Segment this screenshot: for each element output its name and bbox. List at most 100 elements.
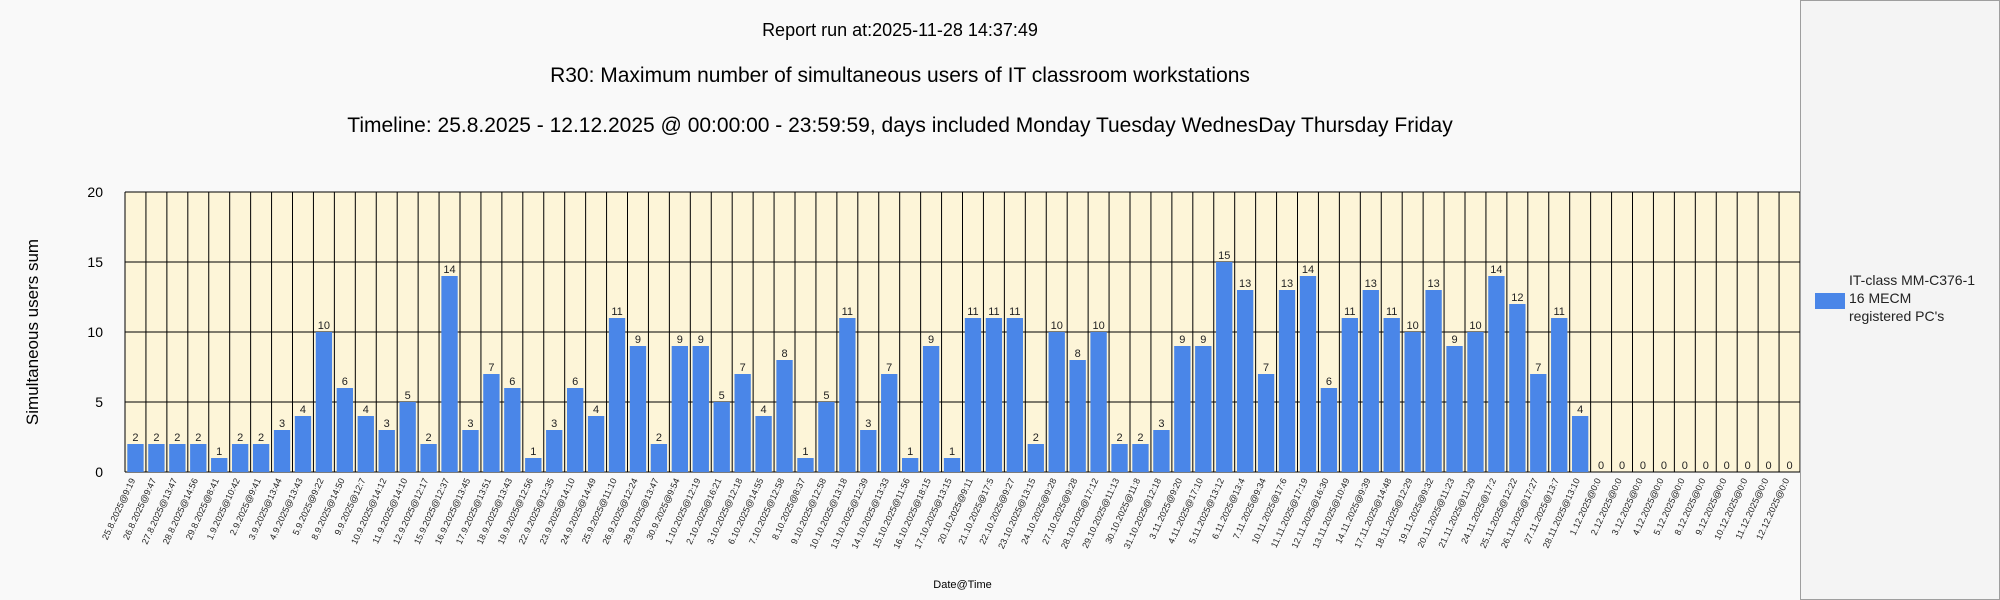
data-label: 9 [1451,334,1457,346]
data-label: 6 [509,376,515,388]
data-label: 3 [279,418,285,430]
y-axis-title: Simultaneous users sum [23,239,42,425]
bar [127,444,144,472]
bar [294,416,312,472]
chart-title: R30: Maximum number of simultaneous user… [550,64,1250,87]
bar [1299,276,1317,472]
data-label: 4 [593,404,599,416]
data-label: 1 [949,446,955,458]
data-label: 11 [1344,306,1355,318]
data-label: 13 [1427,278,1439,290]
data-label: 0 [1745,460,1751,472]
data-label: 7 [1535,362,1541,374]
bar [797,458,814,472]
data-label: 10 [1469,320,1481,332]
data-label: 1 [530,446,536,458]
data-label: 11 [611,306,622,318]
y-tick-label: 5 [95,394,103,410]
data-label: 0 [1619,460,1625,472]
bar [378,430,395,472]
data-label: 0 [1598,460,1604,472]
bar [1404,332,1421,472]
bar [1320,388,1338,472]
bar [441,276,458,472]
data-label: 3 [1158,418,1164,430]
bar [734,374,751,472]
bar [1132,444,1149,472]
bar [1069,360,1086,472]
data-label: 1 [802,446,808,458]
bar [1153,430,1170,472]
y-tick-label: 20 [87,184,103,200]
data-label: 10 [1092,320,1104,332]
bar [1571,416,1589,472]
bar [985,318,1003,472]
bar [1530,374,1547,472]
data-label: 9 [1200,334,1206,346]
bar [713,402,730,472]
bar [1111,444,1128,472]
data-label: 10 [318,320,330,332]
data-label: 7 [1263,362,1269,374]
data-label: 11 [988,306,999,318]
bar [901,458,919,472]
data-label: 2 [656,432,662,444]
data-label: 4 [761,404,767,416]
bar [546,430,563,472]
data-label: 2 [153,432,159,444]
bar [566,388,584,472]
bar [671,346,689,472]
data-label: 0 [1786,460,1792,472]
bar [1027,444,1044,472]
bar [399,402,416,472]
bar [587,416,605,472]
bar [1341,318,1359,472]
bar [1257,374,1275,472]
bar [483,374,500,472]
legend-swatch [1815,293,1845,309]
data-label: 8 [1075,348,1081,360]
bar [1216,262,1233,472]
bar [839,318,856,472]
data-label: 13 [1281,278,1293,290]
data-label: 4 [300,404,306,416]
bar [1362,290,1379,472]
bar [1488,276,1505,472]
data-label: 0 [1682,460,1688,472]
data-label: 2 [258,432,264,444]
data-label: 9 [677,334,683,346]
bar [357,416,374,472]
data-label: 11 [842,306,853,318]
bar [1425,290,1442,472]
y-tick-label: 10 [87,324,103,340]
data-label: 2 [1137,432,1143,444]
bar [629,346,647,472]
bar [1551,318,1568,472]
bar [1278,290,1296,472]
bar [1236,290,1254,472]
data-label: 9 [698,334,704,346]
data-label: 11 [1009,306,1020,318]
x-axis-title: Date@Time [933,579,991,591]
bar [1174,346,1191,472]
data-label: 0 [1661,460,1667,472]
data-label: 5 [405,390,411,402]
data-label: 7 [488,362,494,374]
bar [190,444,207,472]
data-label: 9 [1179,334,1185,346]
data-label: 0 [1766,460,1772,472]
bar [315,332,333,472]
bar [462,430,479,472]
data-label: 0 [1724,460,1730,472]
data-label: 2 [426,432,432,444]
data-label: 9 [635,334,641,346]
data-label: 10 [1407,320,1419,332]
data-label: 7 [886,362,892,374]
bar [504,388,521,472]
bar [692,346,709,472]
data-label: 11 [967,306,978,318]
data-label: 14 [443,264,455,276]
bar [818,402,835,472]
data-label: 2 [1116,432,1122,444]
bar [1090,332,1107,472]
